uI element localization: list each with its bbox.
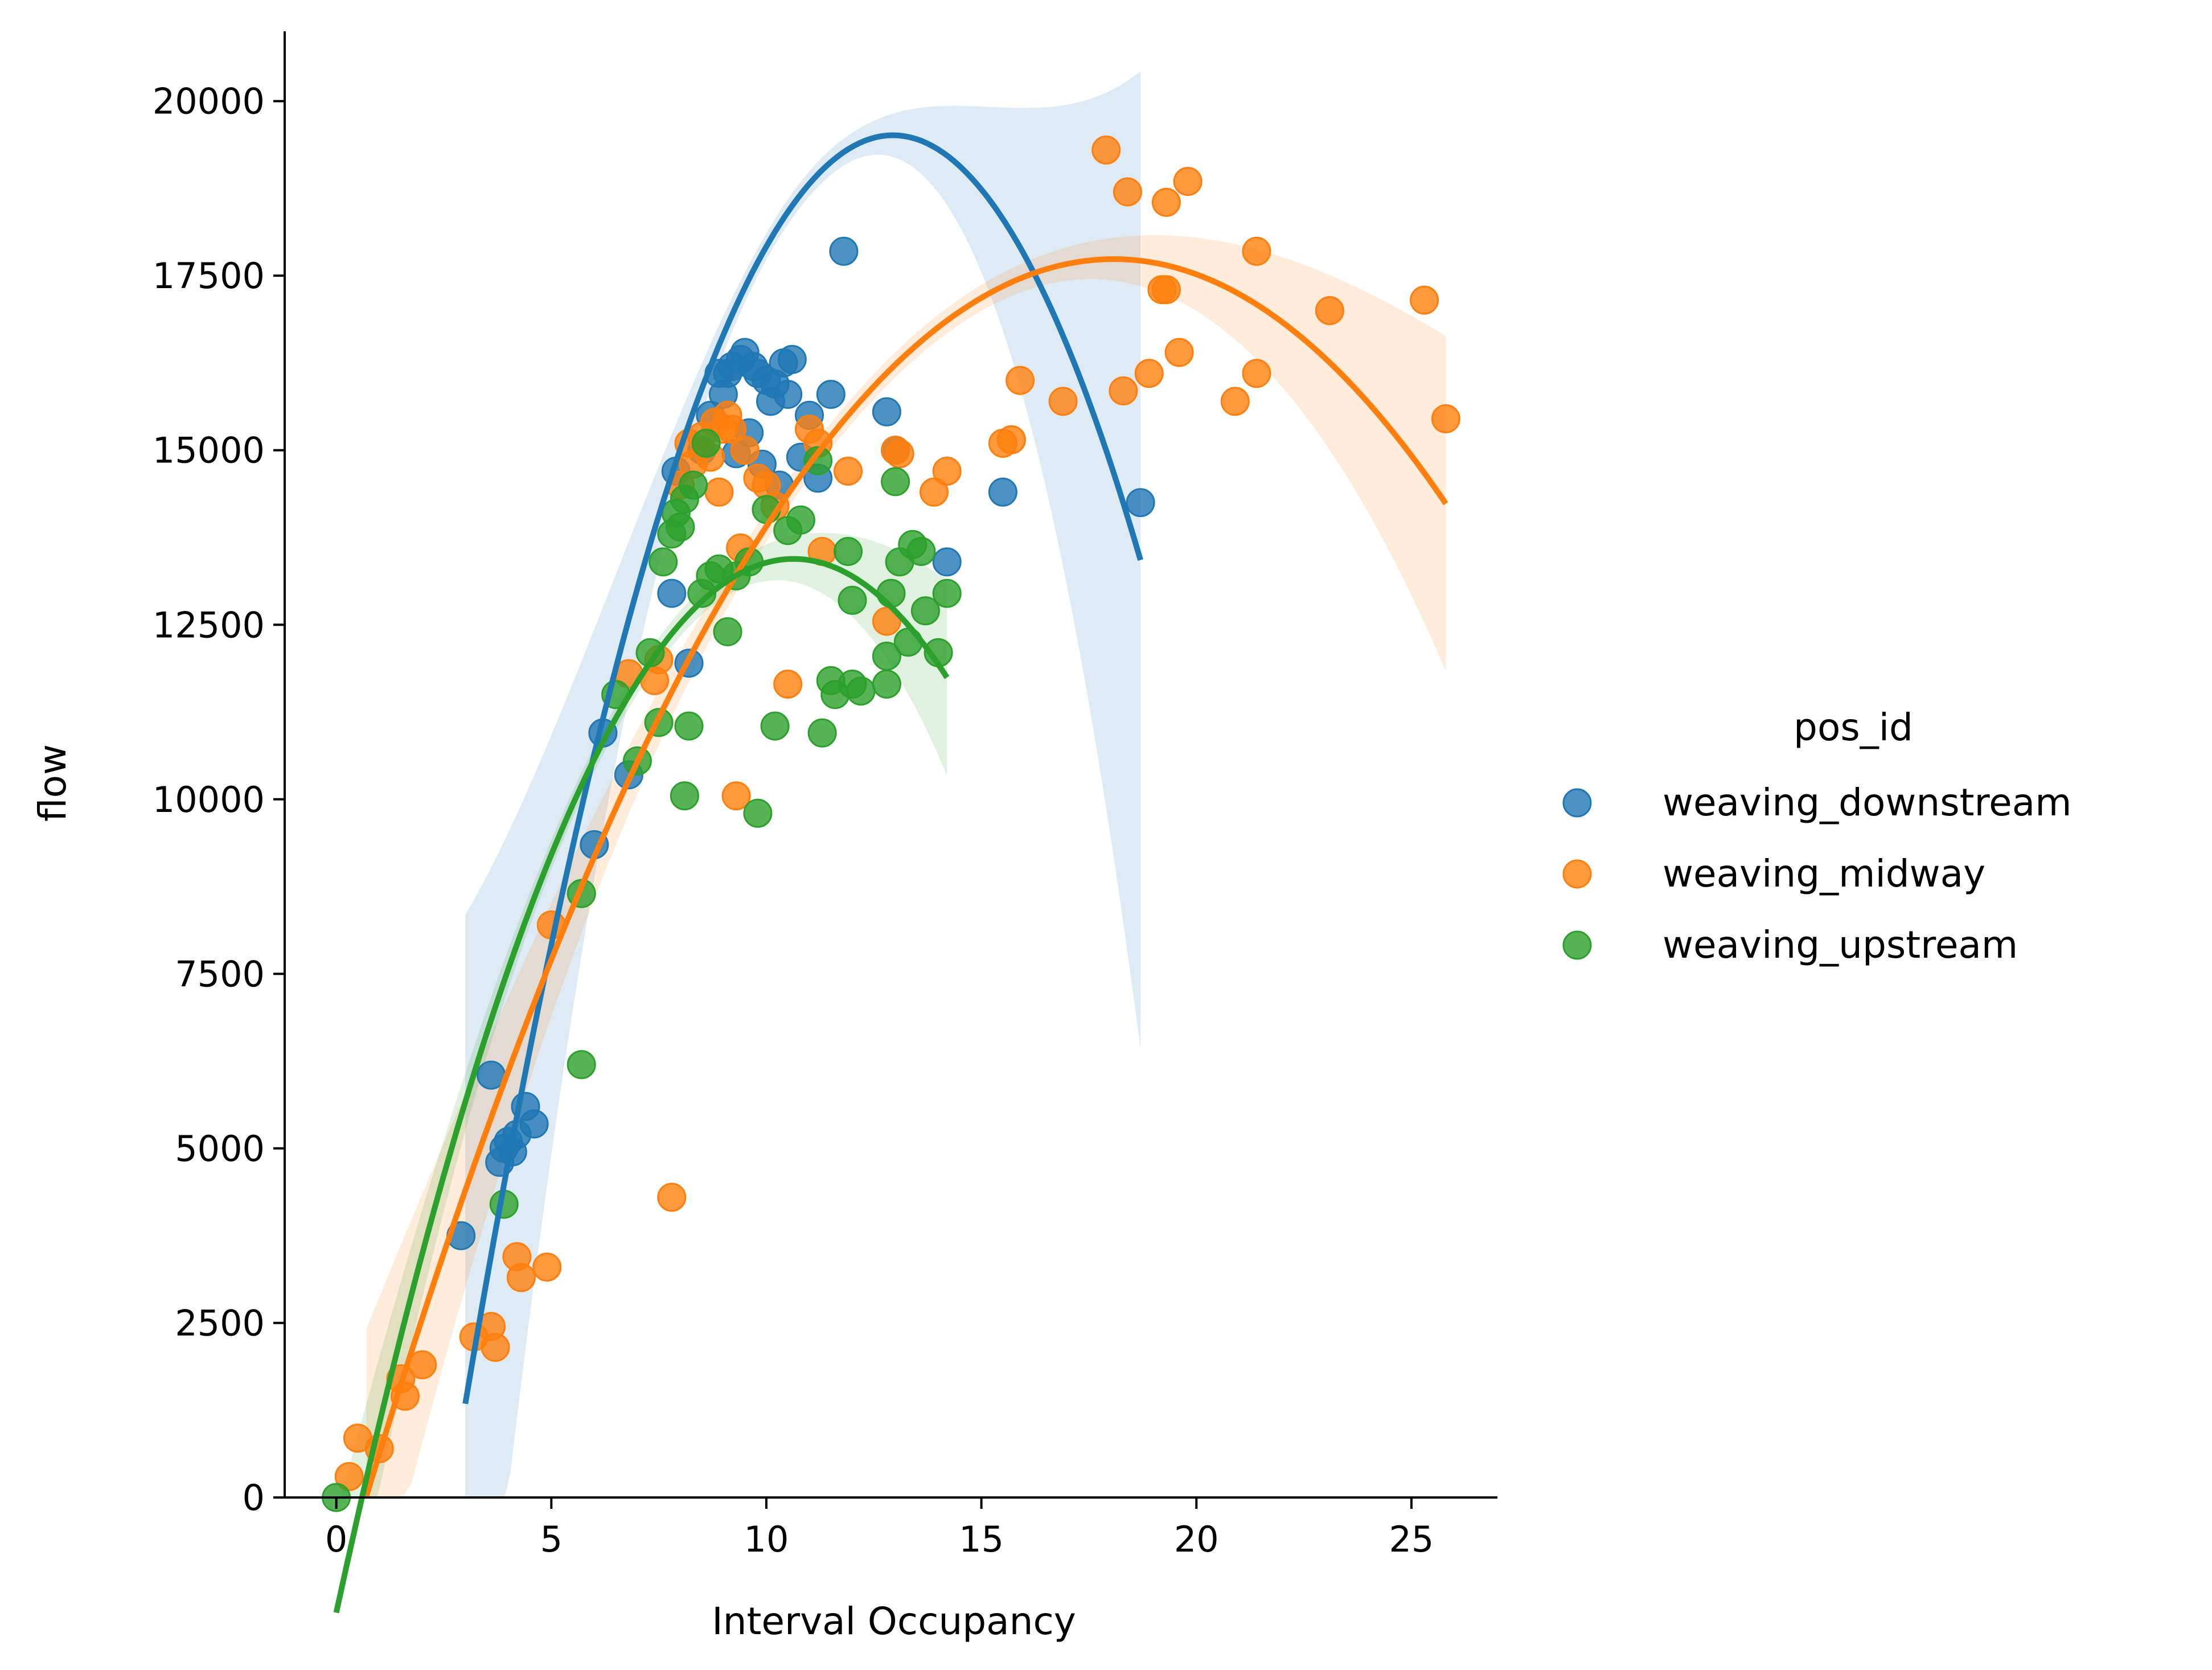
y-tick-label: 17500	[153, 255, 265, 297]
y-ticks: 0 2500 5000 7500 10000 12500 15000 17500 20000	[153, 81, 285, 1519]
point-weaving_midway	[1431, 404, 1460, 433]
point-weaving_upstream	[567, 1050, 596, 1080]
fit-lines	[333, 132, 1448, 1614]
point-weaving_midway	[1151, 187, 1181, 217]
point-weaving_midway	[1410, 285, 1439, 315]
legend-title: pos_id	[1794, 705, 1913, 749]
point-weaving_upstream	[679, 470, 708, 500]
legend-marker-weaving_upstream	[1562, 930, 1592, 960]
point-weaving_midway	[920, 477, 949, 507]
point-weaving_upstream	[910, 596, 940, 626]
y-tick-label: 15000	[153, 430, 265, 471]
point-weaving_midway	[872, 606, 901, 636]
point-weaving_upstream	[691, 429, 721, 458]
point-weaving_upstream	[906, 537, 936, 566]
point-weaving_downstream	[777, 344, 807, 374]
point-weaving_upstream	[760, 711, 790, 741]
legend-label-weaving_upstream: weaving_upstream	[1663, 923, 2018, 967]
point-weaving_upstream	[846, 676, 876, 706]
point-weaving_midway	[730, 436, 760, 465]
point-weaving_downstream	[829, 236, 859, 266]
y-tick-label: 10000	[153, 779, 265, 820]
point-weaving_upstream	[666, 512, 695, 542]
fit-line-weaving_midway	[363, 256, 1448, 1497]
y-tick-label: 0	[243, 1477, 265, 1519]
point-weaving_downstream	[519, 1109, 549, 1139]
y-tick-label: 20000	[153, 81, 265, 122]
point-weaving_midway	[334, 1462, 364, 1491]
point-weaving_downstream	[773, 380, 803, 409]
legend-label-weaving_downstream: weaving_downstream	[1663, 781, 2072, 824]
point-weaving_upstream	[713, 617, 742, 646]
point-weaving_downstream	[932, 547, 962, 577]
fit-line-weaving_downstream	[462, 132, 1143, 1405]
point-weaving_upstream	[838, 585, 867, 615]
point-weaving_midway	[1134, 359, 1164, 388]
legend-marker-weaving_midway	[1562, 859, 1592, 889]
point-weaving_midway	[1113, 177, 1142, 207]
x-ticks: 0 5 10 15 20 25	[325, 1497, 1434, 1560]
point-weaving_midway	[1091, 136, 1121, 165]
point-weaving_midway	[997, 425, 1026, 454]
point-weaving_upstream	[872, 670, 901, 699]
point-weaving_upstream	[786, 505, 815, 535]
point-weaving_upstream	[834, 537, 863, 566]
legend: pos_id weaving_downstream weaving_midwayw…	[1562, 705, 2072, 967]
point-weaving_upstream	[807, 718, 837, 748]
ci-band-weaving_downstream	[465, 71, 1141, 1498]
point-weaving_midway	[1048, 387, 1078, 416]
x-tick-label: 20	[1174, 1519, 1219, 1560]
point-weaving_midway	[1242, 236, 1271, 266]
point-weaving_midway	[1220, 387, 1250, 416]
x-tick-label: 5	[540, 1519, 563, 1560]
y-tick-label: 5000	[175, 1128, 265, 1170]
point-weaving_midway	[657, 1183, 687, 1212]
point-weaving_upstream	[649, 547, 678, 577]
point-weaving_midway	[1109, 376, 1138, 405]
point-weaving_midway	[721, 781, 751, 811]
point-weaving_midway	[834, 457, 863, 486]
point-weaving_upstream	[743, 798, 773, 828]
point-weaving_midway	[932, 457, 962, 486]
point-weaving_midway	[1164, 338, 1194, 367]
legend-label-weaving_midway: weaving_midway	[1663, 852, 1985, 896]
point-weaving_downstream	[816, 380, 846, 409]
ci-band-weaving_midway	[366, 235, 1446, 1497]
point-weaving_midway	[704, 477, 734, 507]
y-axis-label: flow	[31, 744, 75, 822]
y-tick-label: 7500	[175, 953, 265, 995]
x-tick-label: 25	[1389, 1519, 1434, 1560]
y-tick-label: 2500	[175, 1302, 265, 1344]
point-weaving_upstream	[674, 711, 704, 741]
point-weaving_midway	[1151, 275, 1181, 305]
legend-marker-weaving_downstream	[1562, 788, 1592, 818]
point-weaving_midway	[506, 1263, 536, 1292]
point-weaving_upstream	[881, 467, 910, 497]
x-axis-label: Interval Occupancy	[712, 1599, 1076, 1643]
point-weaving_midway	[481, 1332, 510, 1362]
point-weaving_upstream	[670, 781, 699, 811]
point-weaving_downstream	[872, 397, 901, 426]
fit-line-weaving_upstream	[333, 556, 950, 1614]
point-weaving_midway	[885, 439, 914, 469]
point-weaving_downstream	[1126, 488, 1155, 518]
point-weaving_midway	[1006, 366, 1035, 395]
point-weaving_downstream	[657, 578, 687, 608]
y-tick-label: 12500	[153, 604, 265, 646]
confidence-bands	[336, 71, 1446, 1515]
point-weaving_downstream	[988, 477, 1017, 507]
point-weaving_midway	[532, 1252, 562, 1282]
point-weaving_upstream	[932, 578, 962, 608]
point-weaving_midway	[1242, 359, 1271, 388]
x-tick-label: 0	[325, 1519, 347, 1560]
x-tick-label: 15	[959, 1519, 1004, 1560]
point-weaving_midway	[1173, 167, 1203, 196]
point-weaving_upstream	[803, 446, 833, 475]
x-tick-label: 10	[744, 1519, 789, 1560]
point-weaving_midway	[1315, 296, 1344, 325]
point-weaving_midway	[773, 670, 803, 699]
point-weaving_midway	[717, 415, 746, 444]
